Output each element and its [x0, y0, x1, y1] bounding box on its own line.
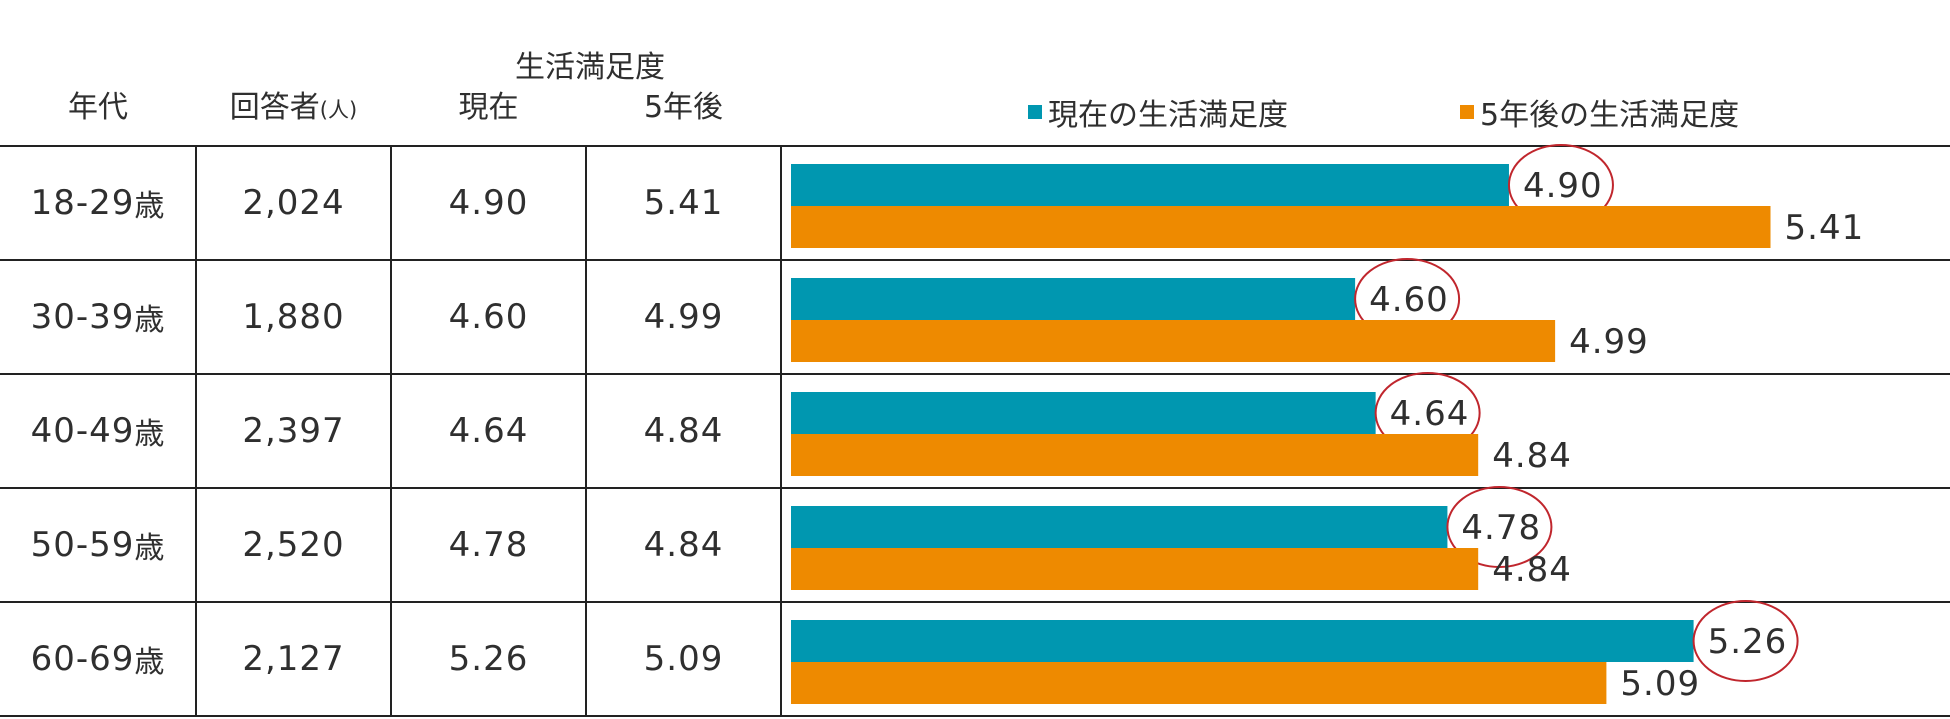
- cell-age-suffix: 歳: [134, 417, 166, 452]
- cell-future-value: 4.99: [643, 297, 724, 337]
- cell-future: 4.84: [586, 374, 781, 488]
- cell-respondents-value: 2,127: [242, 639, 345, 679]
- cell-future-value: 4.84: [643, 411, 724, 451]
- cell-current: 4.90: [391, 146, 586, 260]
- cell-age-value: 30-39: [30, 297, 135, 337]
- legend-item-current: 現在の生活満足度: [1028, 90, 1288, 134]
- cell-current: 4.64: [391, 374, 586, 488]
- cell-age: 60-69 歳: [0, 602, 196, 716]
- data-label-future: 5.09: [1620, 664, 1700, 704]
- cell-respondents-value: 1,880: [242, 297, 345, 337]
- cell-current-value: 4.90: [448, 183, 529, 223]
- bar-future: [791, 662, 1607, 704]
- table-row-divider: [0, 145, 1950, 147]
- bar-future: [791, 548, 1479, 590]
- table-col-divider: [195, 146, 197, 716]
- cell-current-value: 4.78: [448, 525, 529, 565]
- table-row-divider: [0, 487, 1950, 489]
- table-row-divider: [0, 715, 1950, 717]
- cell-respondents-value: 2,024: [242, 183, 345, 223]
- highlight-circle: [1692, 600, 1799, 682]
- bar-current: [791, 620, 1694, 662]
- cell-respondents: 2,024: [196, 146, 391, 260]
- header-age: 年代: [68, 90, 128, 125]
- cell-future-value: 5.41: [643, 183, 724, 223]
- bar-future: [791, 434, 1479, 476]
- satisfaction-group-title: 生活満足度: [515, 50, 665, 85]
- cell-current-value: 5.26: [448, 639, 529, 679]
- cell-age-value: 40-49: [30, 411, 135, 451]
- data-label-current: 4.78: [1461, 508, 1541, 548]
- header-current: 現在: [458, 90, 519, 125]
- cell-age-suffix: 歳: [134, 303, 166, 338]
- data-label-current: 4.60: [1369, 280, 1449, 320]
- cell-future: 4.99: [586, 260, 781, 374]
- header-respondents-label: 回答者: [229, 90, 320, 125]
- cell-age: 18-29 歳: [0, 146, 196, 260]
- bar-current: [791, 392, 1376, 434]
- table-row-divider: [0, 601, 1950, 603]
- cell-future-value: 4.84: [643, 525, 724, 565]
- bar-current: [791, 506, 1448, 548]
- legend-label-future: 5年後の生活満足度: [1480, 98, 1740, 133]
- data-label-future: 4.99: [1569, 322, 1649, 362]
- cell-current: 4.78: [391, 488, 586, 602]
- cell-age-suffix: 歳: [134, 531, 166, 566]
- header-5years: 5年後: [643, 90, 724, 125]
- cell-future: 5.09: [586, 602, 781, 716]
- header-respondents-unit: (人): [319, 98, 358, 122]
- cell-current: 5.26: [391, 602, 586, 716]
- legend-swatch-current: [1028, 105, 1042, 119]
- cell-current-value: 4.60: [448, 297, 529, 337]
- highlight-circle: [1446, 486, 1553, 568]
- cell-age-value: 18-29: [30, 183, 135, 223]
- cell-future: 5.41: [586, 146, 781, 260]
- cell-respondents: 2,520: [196, 488, 391, 602]
- data-label-current: 4.90: [1523, 166, 1603, 206]
- cell-current-value: 4.64: [448, 411, 529, 451]
- bar-current: [791, 164, 1509, 206]
- cell-age-value: 50-59: [30, 525, 135, 565]
- data-label-current: 4.64: [1390, 394, 1470, 434]
- bar-current: [791, 278, 1356, 320]
- cell-current: 4.60: [391, 260, 586, 374]
- cell-future: 4.84: [586, 488, 781, 602]
- cell-respondents-value: 2,520: [242, 525, 345, 565]
- data-label-current: 5.26: [1708, 622, 1788, 662]
- legend-label-current: 現在の生活満足度: [1048, 98, 1288, 133]
- bar-future: [791, 206, 1771, 248]
- cell-future-value: 5.09: [643, 639, 724, 679]
- table-col-divider: [585, 146, 587, 716]
- table-row-divider: [0, 259, 1950, 261]
- data-label-future: 4.84: [1492, 550, 1572, 590]
- table-col-divider: [390, 146, 392, 716]
- table-row-divider: [0, 373, 1950, 375]
- data-label-future: 5.41: [1785, 208, 1865, 248]
- table-col-divider: [780, 146, 782, 716]
- bar-future: [791, 320, 1556, 362]
- cell-age-suffix: 歳: [134, 189, 166, 224]
- legend-item-future: 5年後の生活満足度: [1460, 90, 1739, 134]
- cell-age: 40-49 歳: [0, 374, 196, 488]
- cell-respondents-value: 2,397: [242, 411, 345, 451]
- cell-age: 30-39 歳: [0, 260, 196, 374]
- data-label-future: 4.84: [1492, 436, 1572, 476]
- cell-age-suffix: 歳: [134, 645, 166, 680]
- cell-age: 50-59 歳: [0, 488, 196, 602]
- header-respondents: 回答者(人): [196, 82, 391, 126]
- cell-respondents: 2,397: [196, 374, 391, 488]
- cell-respondents: 2,127: [196, 602, 391, 716]
- legend-swatch-future: [1460, 105, 1474, 119]
- cell-age-value: 60-69: [30, 639, 135, 679]
- cell-respondents: 1,880: [196, 260, 391, 374]
